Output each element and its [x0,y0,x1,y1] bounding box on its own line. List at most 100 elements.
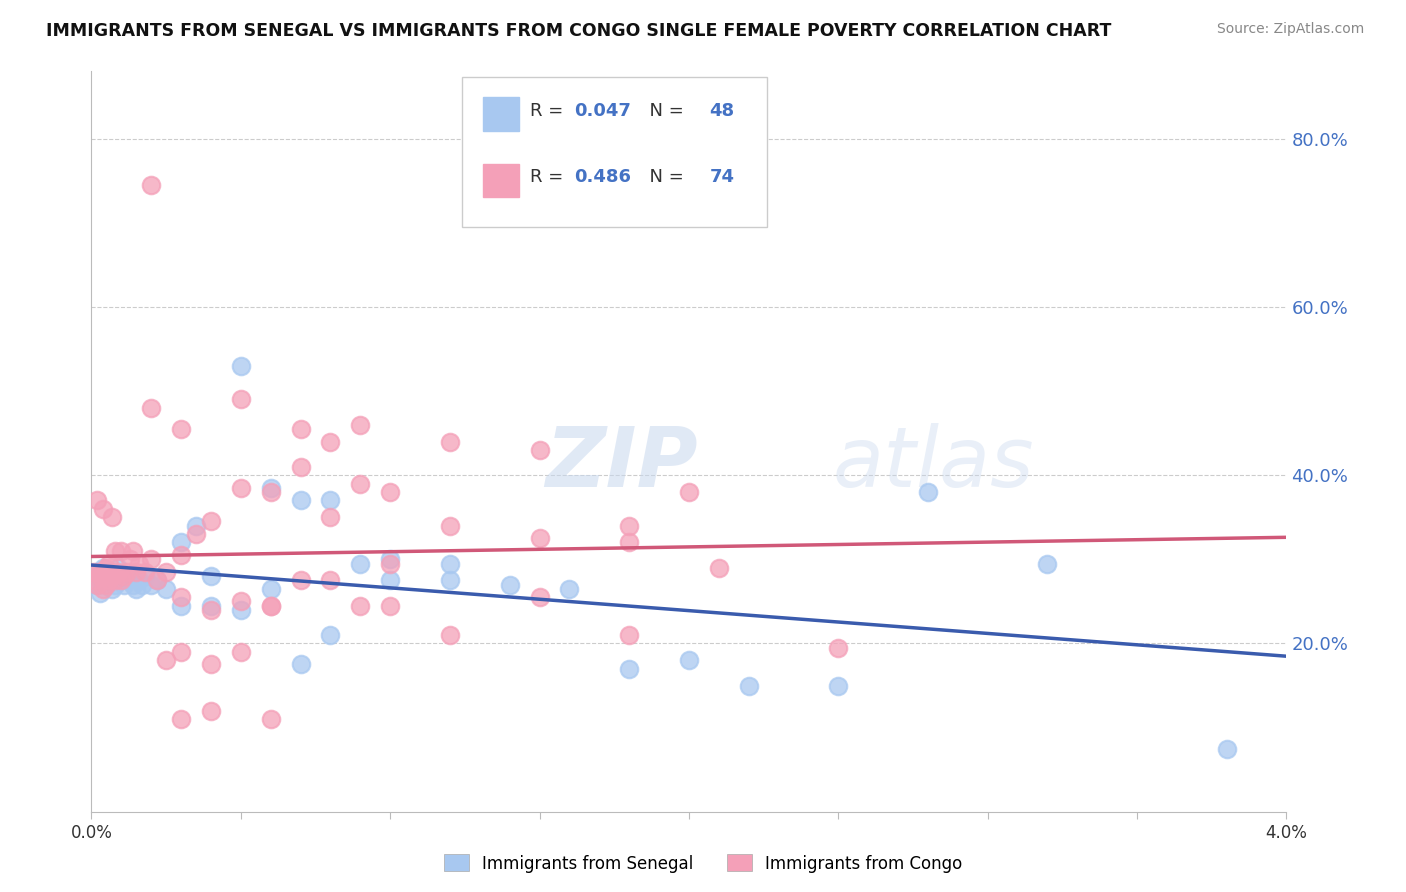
Point [122,544,145,558]
Bar [484,164,519,197]
Point [917,485,939,500]
Point [110,574,132,588]
Point [104,544,127,558]
Point [259,481,281,495]
Text: 0.047: 0.047 [574,102,631,120]
Point [1215,741,1237,756]
Point [134,565,156,579]
Point [290,657,312,672]
Point [319,434,342,449]
Point [678,485,700,500]
Point [290,574,312,588]
Point [529,531,551,545]
Point [378,557,402,571]
Point [290,422,312,436]
Point [259,599,281,613]
Text: R =: R = [530,169,569,186]
Point [378,552,402,566]
Point [146,574,169,588]
Text: 74: 74 [709,169,734,186]
Point [107,560,129,574]
Point [184,527,207,541]
Point [122,577,145,591]
Point [827,679,849,693]
Point [229,359,252,373]
Point [617,535,640,549]
Point [1036,557,1059,571]
Point [439,628,461,642]
Point [93,582,114,596]
Point [259,485,281,500]
Point [170,590,193,604]
Point [200,657,222,672]
Point [96,577,118,591]
Point [86,577,108,591]
Point [529,442,551,457]
Point [319,510,342,524]
Point [104,577,127,591]
Text: 48: 48 [709,102,734,120]
FancyBboxPatch shape [461,78,766,227]
Point [101,569,124,583]
Point [617,662,640,676]
Point [349,557,371,571]
Point [170,548,193,562]
Point [96,560,118,574]
Point [101,510,124,524]
Text: Source: ZipAtlas.com: Source: ZipAtlas.com [1216,22,1364,37]
Point [170,645,193,659]
Point [155,582,177,596]
Point [229,392,252,407]
Point [146,574,169,588]
Point [290,459,312,474]
Point [115,565,138,579]
Text: R =: R = [530,102,569,120]
Point [678,653,700,667]
Point [155,653,177,667]
Point [737,679,759,693]
Point [319,628,342,642]
Point [89,565,111,579]
Point [101,582,124,596]
Point [200,569,222,583]
Text: 0.486: 0.486 [574,169,631,186]
Point [439,557,461,571]
Point [170,712,193,726]
Bar [484,97,519,130]
Point [131,577,153,591]
Point [349,476,371,491]
Point [378,599,402,613]
Point [229,603,252,617]
Point [319,493,342,508]
Point [349,417,371,432]
Point [98,574,121,588]
Point [200,515,222,529]
Point [200,599,222,613]
Point [104,574,127,588]
Point [259,712,281,726]
Point [98,557,121,571]
Point [120,569,142,583]
Point [120,552,142,566]
Point [349,599,371,613]
Point [83,565,105,579]
Text: atlas: atlas [832,423,1033,504]
Point [617,628,640,642]
Point [83,574,105,588]
Point [558,582,581,596]
Text: N =: N = [637,169,689,186]
Point [319,574,342,588]
Point [93,560,114,574]
Point [290,493,312,508]
Point [498,577,520,591]
Point [229,594,252,608]
Point [141,552,162,566]
Point [170,422,193,436]
Point [529,590,551,604]
Point [378,485,402,500]
Text: ZIP: ZIP [546,423,699,504]
Point [86,493,108,508]
Legend: Immigrants from Senegal, Immigrants from Congo: Immigrants from Senegal, Immigrants from… [437,847,969,880]
Point [141,577,162,591]
Point [439,574,461,588]
